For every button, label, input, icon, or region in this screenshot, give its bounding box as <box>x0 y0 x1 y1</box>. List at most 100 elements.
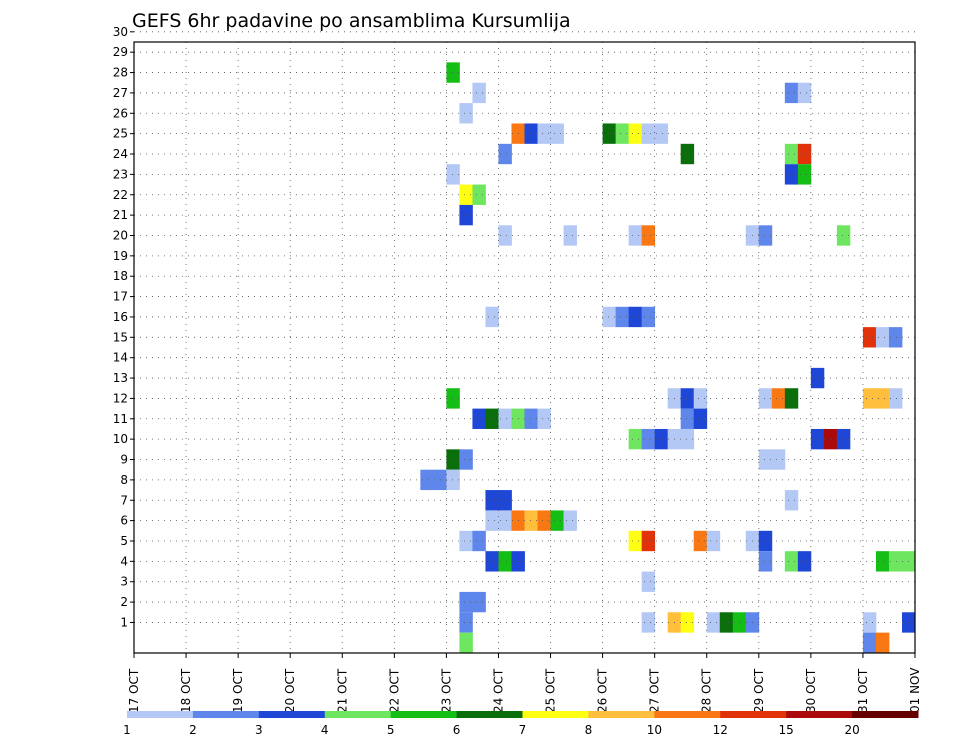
x-tick-label: 17 OCT <box>127 668 141 713</box>
heatmap-cell <box>680 388 695 409</box>
heatmap-cell <box>615 123 630 144</box>
heatmap-cell <box>680 428 695 450</box>
heatmap-cell <box>875 632 890 653</box>
heatmap-cell <box>836 225 851 246</box>
heatmap-cell <box>758 551 773 572</box>
heatmap-cell <box>784 551 799 572</box>
x-tick-label: 25 OCT <box>544 668 558 713</box>
heatmap-cell <box>797 82 812 104</box>
y-tick-label: 3 <box>120 575 128 589</box>
heatmap-cell <box>693 388 708 409</box>
heatmap-cell <box>615 306 630 328</box>
heatmap-cell <box>472 408 486 429</box>
y-tick-label: 28 <box>113 66 128 80</box>
heatmap-cell <box>524 408 538 429</box>
y-tick-label: 26 <box>113 106 128 120</box>
heatmap-cell <box>836 428 851 450</box>
x-tick-label: 29 OCT <box>752 668 766 713</box>
heatmap-cell <box>862 327 877 348</box>
heatmap-cell <box>485 490 499 511</box>
y-tick-label: 18 <box>113 269 128 283</box>
y-tick-label: 12 <box>113 391 128 405</box>
y-tick-label: 4 <box>120 554 128 568</box>
heatmap-cell <box>758 530 773 552</box>
heatmap-cell <box>602 123 617 144</box>
heatmap-cell <box>446 449 460 470</box>
heatmap-cell <box>472 591 486 613</box>
heatmap-cell <box>446 62 460 83</box>
heatmap-cell <box>771 388 786 409</box>
heatmap-cell <box>758 388 773 409</box>
heatmap-cell <box>628 123 643 144</box>
heatmap-cell <box>420 469 434 491</box>
y-axis: 1234567891011121314151617181920212223242… <box>113 25 134 629</box>
x-tick-label: 22 OCT <box>387 668 401 713</box>
legend-swatch <box>588 711 655 718</box>
heatmap-cell <box>641 530 656 552</box>
heatmap-cell <box>498 510 512 531</box>
y-tick-label: 30 <box>113 25 128 39</box>
heatmap-cell <box>719 612 734 633</box>
plot-frame <box>133 41 916 654</box>
heatmap-cell <box>758 225 773 246</box>
heatmap-cell <box>771 449 786 470</box>
heatmap-cell <box>459 449 473 470</box>
y-tick-label: 7 <box>120 493 128 507</box>
heatmap-cell <box>472 530 486 552</box>
heatmap-cell <box>706 612 721 633</box>
y-tick-label: 5 <box>120 534 128 548</box>
heatmap-cell <box>706 530 721 552</box>
legend-swatch <box>852 711 919 718</box>
heatmap-cell <box>485 551 499 572</box>
heatmap-cell <box>810 367 825 389</box>
chart-title: GEFS 6hr padavine po ansamblima Kursumli… <box>132 10 571 32</box>
heatmap-cell <box>498 143 512 165</box>
y-tick-label: 17 <box>113 290 128 304</box>
legend-swatch <box>324 711 392 718</box>
heatmap-cell <box>862 632 877 653</box>
y-tick-label: 24 <box>113 147 128 161</box>
heatmap-cell <box>784 82 799 104</box>
heatmap-cell <box>654 428 669 450</box>
legend-label: 2 <box>189 723 197 737</box>
legend-label: 7 <box>519 723 527 737</box>
heatmap-cell <box>862 388 877 409</box>
heatmap-cell <box>459 612 473 633</box>
x-tick-label: 27 OCT <box>648 668 662 713</box>
y-tick-label: 8 <box>120 473 128 487</box>
y-tick-label: 23 <box>113 167 128 181</box>
legend-label: 15 <box>779 723 794 737</box>
heatmap-cell <box>446 388 460 409</box>
y-tick-label: 13 <box>113 371 128 385</box>
heatmap-cell <box>758 449 773 470</box>
heatmap-cell <box>680 408 695 429</box>
heatmap-cell <box>628 225 643 246</box>
legend-label: 12 <box>713 723 728 737</box>
heatmap-cell <box>888 388 903 409</box>
heatmap-cell <box>797 551 812 572</box>
heatmap-cell <box>641 612 656 633</box>
heatmap-cell <box>862 612 877 633</box>
heatmap-cell <box>498 490 512 511</box>
heatmap-cell <box>797 164 812 185</box>
x-tick-label: 01 NOV <box>908 667 922 713</box>
heatmap-cell <box>602 306 617 328</box>
color-legend: 1 2 3 4 5 6 7 8 10 12 15 20 <box>123 711 919 737</box>
heatmap-cell <box>693 408 708 429</box>
y-tick-label: 29 <box>113 45 128 59</box>
heatmap-cell <box>784 143 799 165</box>
heatmap-cell <box>654 123 669 144</box>
y-tick-label: 19 <box>113 249 128 263</box>
x-tick-label: 20 OCT <box>283 668 297 713</box>
heatmap-cell <box>550 510 564 531</box>
legend-swatch <box>522 711 589 718</box>
x-axis: 17 OCT 18 OCT 19 OCT 20 OCT 21 OCT 22 OCT 23 O… <box>127 653 922 713</box>
x-tick-label: 26 OCT <box>596 668 610 713</box>
heatmap-cell <box>459 591 473 613</box>
heatmap-cell <box>875 327 890 348</box>
heatmap-cell <box>641 306 656 328</box>
heatmap-cell <box>680 612 695 633</box>
legend-swatch <box>720 711 787 718</box>
heatmap-cell <box>641 123 656 144</box>
